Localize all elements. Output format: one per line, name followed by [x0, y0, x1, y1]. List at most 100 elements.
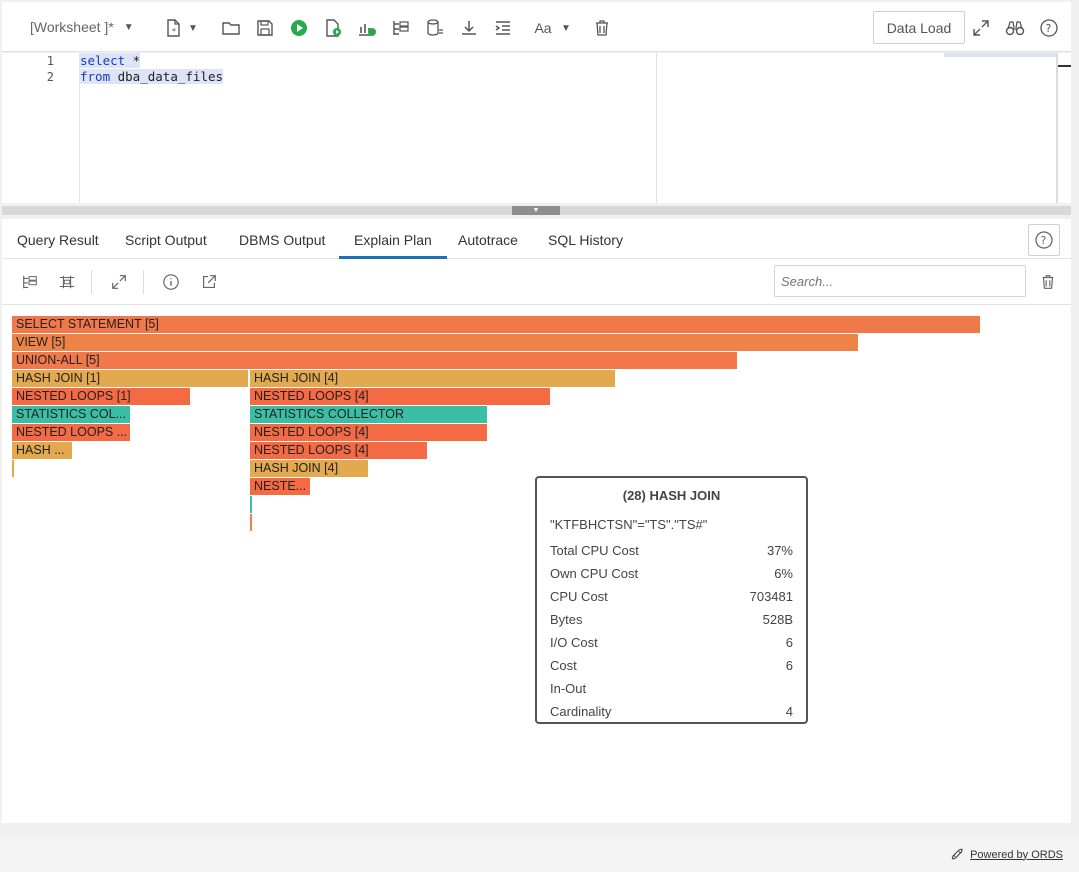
results-tabs: Query Result Script Output DBMS Output E… [2, 219, 1071, 259]
explain-plan-icon[interactable] [390, 17, 412, 39]
plan-node[interactable]: HASH ... [12, 442, 72, 459]
tooltip-row-label: Cardinality [550, 704, 612, 719]
tooltip-row-label: Bytes [550, 612, 583, 627]
sql-keyword: from [80, 69, 111, 84]
tooltip-row: Bytes 528B [550, 608, 793, 631]
plan-node[interactable]: VIEW [5] [12, 334, 858, 351]
tooltip-row-label: Cost [550, 658, 577, 673]
tooltip-title: (28) HASH JOIN [622, 488, 721, 503]
sql-editor[interactable]: 1 2 select * from dba_data_files [2, 53, 1071, 203]
line-number-gutter: 1 2 [2, 53, 80, 203]
tooltip-row: CPU Cost 703481 [550, 585, 793, 608]
open-folder-icon[interactable] [220, 17, 242, 39]
scrollbar-marker [1058, 65, 1071, 67]
database-icon[interactable] [424, 17, 446, 39]
tooltip-row-label: Own CPU Cost [550, 566, 639, 581]
worksheet-toolbar: [Worksheet ]* ▼ * ▼ Aa ▼ Data Load [2, 2, 1071, 52]
info-icon[interactable] [161, 272, 181, 292]
tab-script-output[interactable]: Script Output [125, 232, 207, 248]
tooltip-row: Total CPU Cost 37% [550, 539, 793, 562]
run-script-icon[interactable] [322, 17, 344, 39]
editor-split-divider [656, 53, 657, 203]
tooltip-row-label: I/O Cost [550, 635, 598, 650]
rocket-icon [951, 848, 963, 860]
svg-text:?: ? [1046, 22, 1052, 35]
tooltip-row: I/O Cost 6 [550, 631, 793, 654]
tooltip-row-value: 6% [774, 566, 793, 581]
tooltip-row: Own CPU Cost 6% [550, 562, 793, 585]
expand-icon[interactable] [109, 272, 129, 292]
plan-node[interactable]: NESTED LOOPS [4] [250, 388, 550, 405]
tab-sql-history[interactable]: SQL History [548, 232, 623, 248]
sql-text: * [125, 53, 141, 68]
plan-node[interactable]: NESTED LOOPS [1] [12, 388, 190, 405]
run-statement-icon[interactable] [288, 17, 310, 39]
svg-text:?: ? [1041, 234, 1047, 247]
panel-splitter[interactable]: ▼ [2, 206, 1071, 215]
code-line: select * [80, 53, 141, 69]
open-external-icon[interactable] [199, 272, 219, 292]
tab-autotrace[interactable]: Autotrace [458, 232, 518, 248]
explain-plan-toolbar [2, 260, 1071, 305]
worksheet-selector-label: [Worksheet ]* [30, 19, 114, 35]
plan-node-sliver[interactable] [12, 460, 14, 477]
line-number: 1 [46, 54, 54, 68]
format-icon[interactable] [492, 17, 514, 39]
new-worksheet-chevron-icon[interactable]: ▼ [188, 22, 198, 34]
plan-node-sliver[interactable] [250, 514, 252, 531]
editor-scrollbar[interactable] [1056, 53, 1058, 203]
worksheet-selector[interactable]: [Worksheet ]* ▼ [30, 19, 134, 35]
trash-icon[interactable] [1038, 272, 1058, 292]
plan-node[interactable]: NESTED LOOPS [4] [250, 442, 427, 459]
plan-node[interactable]: HASH JOIN [4] [250, 460, 368, 477]
autotrace-icon[interactable] [356, 17, 378, 39]
tab-dbms-output[interactable]: DBMS Output [239, 232, 326, 248]
tooltip-row-value: 4 [785, 704, 793, 719]
sql-keyword: select [80, 53, 126, 68]
text-case-icon[interactable]: Aa [534, 20, 552, 36]
splitter-handle[interactable]: ▼ [512, 206, 560, 215]
overview-ruler-mark [944, 53, 1056, 57]
plan-node[interactable]: UNION-ALL [5] [12, 352, 737, 369]
save-icon[interactable] [254, 17, 276, 39]
tooltip-row-label: Total CPU Cost [550, 543, 639, 558]
chevron-down-icon: ▼ [123, 21, 134, 33]
toolbar-separator [143, 270, 144, 294]
download-icon[interactable] [458, 17, 480, 39]
text-case-chevron-icon[interactable]: ▼ [561, 22, 571, 34]
explain-plan-flame-graph: SELECT STATEMENT [5] VIEW [5] UNION-ALL … [2, 305, 1071, 805]
tab-query-result[interactable]: Query Result [17, 232, 99, 248]
line-number: 2 [46, 70, 54, 84]
panel-help-button[interactable]: ? [1028, 224, 1060, 256]
plan-node[interactable]: STATISTICS COLLECTOR [250, 406, 487, 423]
plan-node[interactable]: NESTED LOOPS [4] [250, 424, 487, 441]
tooltip-predicate: "KTFBHCTSN"="TS"."TS#" [550, 517, 708, 532]
tooltip-row: Cost 6 [550, 654, 793, 677]
plan-node[interactable]: STATISTICS COL... [12, 406, 130, 423]
expand-icon[interactable] [970, 17, 992, 39]
help-icon[interactable]: ? [1038, 17, 1060, 39]
sql-text: dba_data_files [110, 69, 223, 84]
data-load-button[interactable]: Data Load [873, 11, 965, 44]
tooltip-row-value: 6 [785, 658, 793, 673]
tab-explain-plan[interactable]: Explain Plan [339, 219, 447, 259]
plan-node[interactable]: HASH JOIN [1] [12, 370, 248, 387]
tree-view-icon[interactable] [20, 272, 40, 292]
plan-node[interactable]: HASH JOIN [4] [250, 370, 615, 387]
diagram-view-icon[interactable] [57, 272, 77, 292]
plan-node-sliver[interactable] [250, 496, 252, 513]
tooltip-row-value: 528B [762, 612, 793, 627]
new-worksheet-icon[interactable]: * [162, 17, 184, 39]
plan-node[interactable]: SELECT STATEMENT [5] [12, 316, 980, 333]
plan-node[interactable]: NESTE... [250, 478, 310, 495]
data-load-label: Data Load [886, 19, 952, 36]
trash-icon[interactable] [591, 17, 613, 39]
plan-search-input[interactable] [774, 265, 1026, 297]
tooltip-row-value: 6 [785, 635, 793, 650]
plan-node[interactable]: NESTED LOOPS ... [12, 424, 130, 441]
powered-by-link[interactable]: Powered by ORDS [950, 847, 1063, 862]
binoculars-icon[interactable] [1004, 17, 1026, 39]
powered-by-label: Powered by ORDS [970, 848, 1063, 861]
tooltip-row-label: CPU Cost [550, 589, 608, 604]
tooltip-row-label: In-Out [550, 681, 587, 696]
